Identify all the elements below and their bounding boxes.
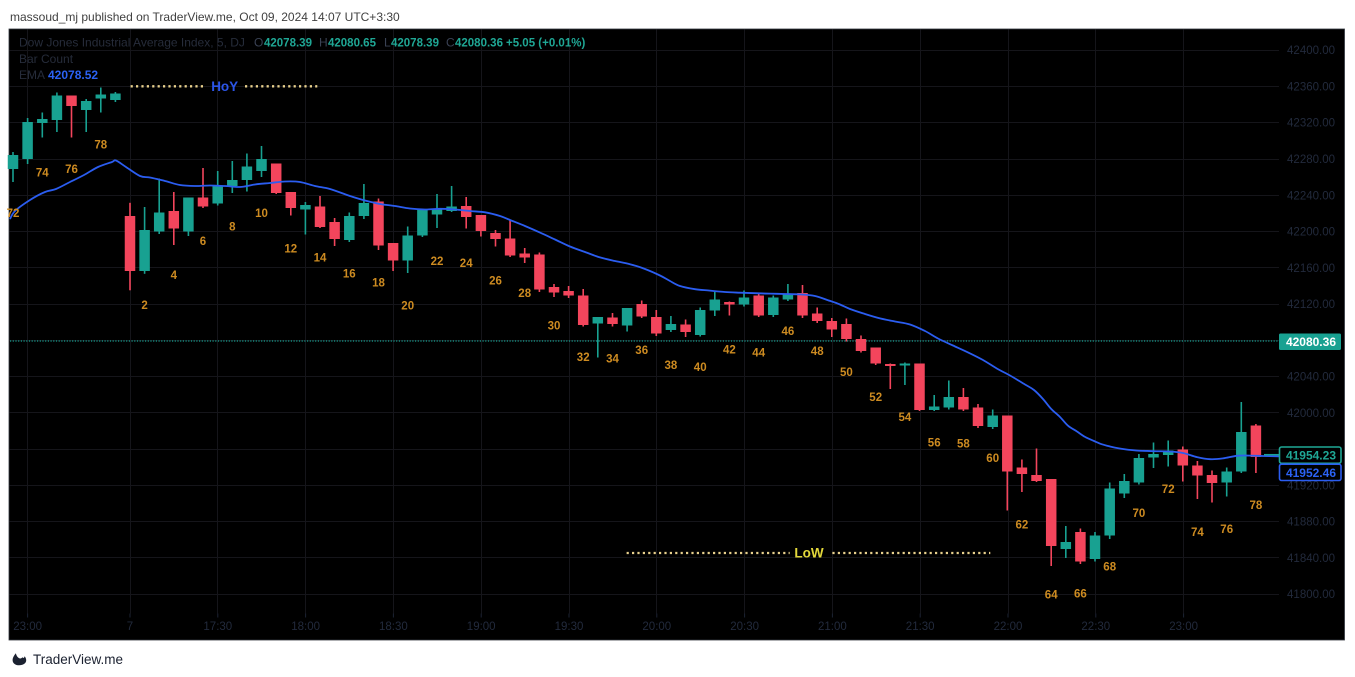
svg-text:Bar Count: Bar Count xyxy=(19,52,74,66)
svg-text:20:30: 20:30 xyxy=(730,621,759,633)
svg-text:41920.00: 41920.00 xyxy=(1287,480,1335,492)
svg-text:20:00: 20:00 xyxy=(642,621,671,633)
svg-text:41954.23: 41954.23 xyxy=(1286,449,1336,463)
svg-text:42: 42 xyxy=(723,344,736,356)
svg-text:Dow Jones Industrial Average I: Dow Jones Industrial Average Index, 5, D… xyxy=(19,36,245,50)
svg-text:LoW: LoW xyxy=(794,546,823,561)
svg-text:54: 54 xyxy=(899,412,912,424)
svg-text:34: 34 xyxy=(606,354,619,366)
svg-text:42160.00: 42160.00 xyxy=(1287,263,1335,275)
svg-text:40: 40 xyxy=(694,362,707,374)
svg-text:22:00: 22:00 xyxy=(994,621,1023,633)
svg-text:28: 28 xyxy=(518,288,531,300)
svg-text:38: 38 xyxy=(665,360,678,372)
svg-text:10: 10 xyxy=(255,208,268,220)
svg-text:26: 26 xyxy=(489,275,502,287)
svg-text:76: 76 xyxy=(65,164,78,176)
svg-text:42200.00: 42200.00 xyxy=(1287,227,1335,239)
svg-text:O: O xyxy=(254,36,263,50)
svg-text:42078.39: 42078.39 xyxy=(391,38,439,50)
svg-text:56: 56 xyxy=(928,437,941,449)
svg-text:4: 4 xyxy=(171,270,178,282)
svg-text:EMA: EMA xyxy=(19,68,45,82)
svg-text:66: 66 xyxy=(1074,589,1087,601)
svg-text:74: 74 xyxy=(36,168,49,180)
svg-text:19:30: 19:30 xyxy=(555,621,584,633)
svg-text:12: 12 xyxy=(284,243,297,255)
svg-text:42080.36: 42080.36 xyxy=(1286,335,1336,349)
svg-text:19:00: 19:00 xyxy=(467,621,496,633)
svg-text:41840.00: 41840.00 xyxy=(1287,553,1335,565)
svg-text:78: 78 xyxy=(1250,500,1263,512)
svg-text:H: H xyxy=(319,36,328,50)
svg-text:62: 62 xyxy=(1016,520,1029,532)
svg-text:44: 44 xyxy=(752,347,765,359)
svg-text:78: 78 xyxy=(94,139,107,151)
svg-text:L: L xyxy=(384,36,391,50)
svg-text:8: 8 xyxy=(229,221,236,233)
svg-text:42120.00: 42120.00 xyxy=(1287,299,1335,311)
svg-text:21:00: 21:00 xyxy=(818,621,847,633)
svg-text:21:30: 21:30 xyxy=(906,621,935,633)
svg-text:18:30: 18:30 xyxy=(379,621,408,633)
svg-text:23:00: 23:00 xyxy=(1169,621,1198,633)
svg-text:23:00: 23:00 xyxy=(13,621,42,633)
svg-text:22: 22 xyxy=(431,256,444,268)
svg-text:2: 2 xyxy=(141,300,147,312)
svg-text:24: 24 xyxy=(460,258,473,270)
svg-text:42040.00: 42040.00 xyxy=(1287,372,1335,384)
svg-text:42400.00: 42400.00 xyxy=(1287,45,1335,57)
svg-text:17:30: 17:30 xyxy=(203,621,232,633)
svg-text:18:00: 18:00 xyxy=(291,621,320,633)
svg-text:42080.65: 42080.65 xyxy=(328,38,377,50)
svg-text:70: 70 xyxy=(1133,508,1146,520)
svg-text:36: 36 xyxy=(635,345,648,357)
svg-text:41880.00: 41880.00 xyxy=(1287,517,1335,529)
svg-text:68: 68 xyxy=(1103,561,1116,573)
svg-text:16: 16 xyxy=(343,269,356,281)
svg-text:42280.00: 42280.00 xyxy=(1287,154,1335,166)
svg-text:64: 64 xyxy=(1045,589,1058,601)
svg-text:60: 60 xyxy=(986,453,999,465)
svg-text:42000.00: 42000.00 xyxy=(1287,408,1335,420)
svg-text:42360.00: 42360.00 xyxy=(1287,82,1335,94)
svg-text:52: 52 xyxy=(869,392,882,404)
svg-text:22:30: 22:30 xyxy=(1081,621,1110,633)
svg-text:14: 14 xyxy=(314,252,327,264)
svg-text:7: 7 xyxy=(127,621,133,633)
svg-text:41952.46: 41952.46 xyxy=(1286,466,1336,480)
svg-text:18: 18 xyxy=(372,277,385,289)
svg-text:+5.05 (+0.01%): +5.05 (+0.01%) xyxy=(506,38,585,50)
svg-text:42240.00: 42240.00 xyxy=(1287,190,1335,202)
svg-text:20: 20 xyxy=(401,300,414,312)
svg-text:41800.00: 41800.00 xyxy=(1287,589,1335,601)
svg-text:48: 48 xyxy=(811,346,824,358)
svg-text:72: 72 xyxy=(1162,484,1175,496)
svg-text:72: 72 xyxy=(7,208,20,220)
svg-text:42078.39: 42078.39 xyxy=(264,38,312,50)
svg-text:HoY: HoY xyxy=(211,79,238,94)
svg-text:42320.00: 42320.00 xyxy=(1287,118,1335,130)
svg-text:42078.52: 42078.52 xyxy=(48,68,98,82)
svg-text:6: 6 xyxy=(200,236,206,248)
svg-text:50: 50 xyxy=(840,367,853,379)
svg-text:58: 58 xyxy=(957,439,970,451)
svg-text:32: 32 xyxy=(577,352,590,364)
svg-text:42080.36: 42080.36 xyxy=(455,38,503,50)
svg-text:30: 30 xyxy=(548,320,561,332)
svg-text:C: C xyxy=(446,36,455,50)
svg-text:46: 46 xyxy=(782,326,795,338)
svg-text:76: 76 xyxy=(1220,524,1233,536)
svg-text:74: 74 xyxy=(1191,527,1204,539)
